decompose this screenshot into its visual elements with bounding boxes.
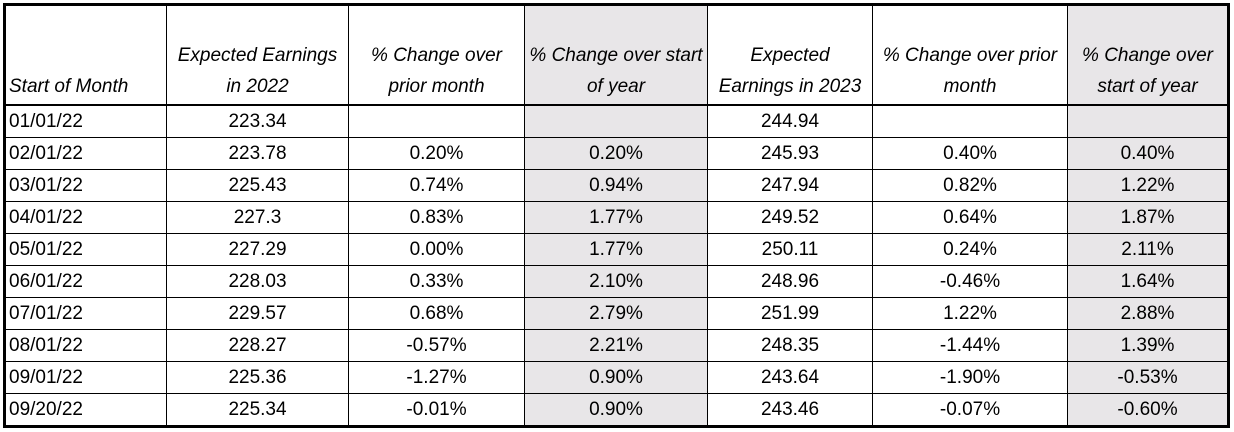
cell-expected-earnings-2023[interactable]: 250.11 <box>707 233 873 266</box>
cell-expected-earnings-2023[interactable]: 244.94 <box>707 104 873 138</box>
cell-pct-change-prior-month-2022[interactable]: -1.27% <box>348 361 525 394</box>
cell-start-of-month[interactable]: 01/01/22 <box>4 104 167 138</box>
cell-pct-change-start-of-year-2022[interactable]: 2.10% <box>524 265 708 298</box>
table-row: 06/01/22 228.03 0.33% 2.10% 248.96 -0.46% 1.64… <box>4 265 1229 298</box>
cell-expected-earnings-2023[interactable]: 247.94 <box>707 169 873 202</box>
cell-pct-change-prior-month-2023[interactable]: 0.40% <box>872 137 1068 170</box>
cell-pct-change-start-of-year-2023[interactable]: 1.22% <box>1067 169 1229 202</box>
earnings-table: Start of Month Expected Earnings in 2022… <box>3 3 1230 428</box>
cell-pct-change-start-of-year-2023[interactable]: -0.60% <box>1067 393 1229 427</box>
cell-start-of-month[interactable]: 05/01/22 <box>4 233 167 266</box>
cell-expected-earnings-2022[interactable]: 227.29 <box>166 233 349 266</box>
cell-expected-earnings-2022[interactable]: 229.57 <box>166 297 349 330</box>
cell-expected-earnings-2023[interactable]: 251.99 <box>707 297 873 330</box>
table-row: 09/01/22 225.36 -1.27% 0.90% 243.64 -1.90% -0.… <box>4 361 1229 394</box>
header-pct-change-prior-month-2022[interactable]: % Change over prior month <box>348 4 525 106</box>
header-pct-change-start-of-year-2022[interactable]: % Change over start of year <box>524 4 708 106</box>
cell-pct-change-prior-month-2023[interactable]: 1.22% <box>872 297 1068 330</box>
cell-start-of-month[interactable]: 09/01/22 <box>4 361 167 394</box>
cell-pct-change-prior-month-2022[interactable]: 0.74% <box>348 169 525 202</box>
cell-pct-change-start-of-year-2022[interactable]: 0.90% <box>524 361 708 394</box>
cell-pct-change-prior-month-2022[interactable]: 0.33% <box>348 265 525 298</box>
cell-expected-earnings-2022[interactable]: 223.34 <box>166 104 349 138</box>
cell-pct-change-prior-month-2022[interactable]: 0.00% <box>348 233 525 266</box>
cell-pct-change-start-of-year-2022[interactable]: 1.77% <box>524 233 708 266</box>
cell-pct-change-prior-month-2022[interactable]: -0.01% <box>348 393 525 427</box>
header-expected-earnings-2023[interactable]: Expected Earnings in 2023 <box>707 4 873 106</box>
table-row: 01/01/22 223.34 244.94 <box>4 104 1229 138</box>
cell-pct-change-start-of-year-2022[interactable] <box>524 104 708 138</box>
cell-pct-change-start-of-year-2023[interactable]: 1.87% <box>1067 201 1229 234</box>
cell-expected-earnings-2022[interactable]: 225.43 <box>166 169 349 202</box>
table-row: 05/01/22 227.29 0.00% 1.77% 250.11 0.24% 2.11% <box>4 233 1229 266</box>
cell-expected-earnings-2023[interactable]: 243.64 <box>707 361 873 394</box>
cell-pct-change-prior-month-2022[interactable]: 0.20% <box>348 137 525 170</box>
table-row: 03/01/22 225.43 0.74% 0.94% 247.94 0.82% 1.22% <box>4 169 1229 202</box>
cell-expected-earnings-2022[interactable]: 228.03 <box>166 265 349 298</box>
cell-pct-change-prior-month-2022[interactable] <box>348 104 525 138</box>
cell-expected-earnings-2022[interactable]: 223.78 <box>166 137 349 170</box>
cell-pct-change-start-of-year-2022[interactable]: 0.94% <box>524 169 708 202</box>
cell-pct-change-start-of-year-2022[interactable]: 2.21% <box>524 329 708 362</box>
cell-expected-earnings-2023[interactable]: 243.46 <box>707 393 873 427</box>
cell-pct-change-start-of-year-2022[interactable]: 0.90% <box>524 393 708 427</box>
cell-start-of-month[interactable]: 03/01/22 <box>4 169 167 202</box>
cell-expected-earnings-2022[interactable]: 225.36 <box>166 361 349 394</box>
cell-pct-change-start-of-year-2022[interactable]: 2.79% <box>524 297 708 330</box>
cell-pct-change-start-of-year-2023[interactable]: 1.64% <box>1067 265 1229 298</box>
cell-pct-change-prior-month-2023[interactable]: 0.82% <box>872 169 1068 202</box>
cell-pct-change-prior-month-2023[interactable]: 0.24% <box>872 233 1068 266</box>
cell-pct-change-start-of-year-2023[interactable]: 0.40% <box>1067 137 1229 170</box>
cell-start-of-month[interactable]: 04/01/22 <box>4 201 167 234</box>
cell-expected-earnings-2022[interactable]: 225.34 <box>166 393 349 427</box>
header-expected-earnings-2022[interactable]: Expected Earnings in 2022 <box>166 4 349 106</box>
cell-pct-change-start-of-year-2022[interactable]: 0.20% <box>524 137 708 170</box>
cell-pct-change-prior-month-2023[interactable]: 0.64% <box>872 201 1068 234</box>
cell-pct-change-prior-month-2023[interactable]: -0.46% <box>872 265 1068 298</box>
cell-pct-change-prior-month-2023[interactable] <box>872 104 1068 138</box>
table-row: 08/01/22 228.27 -0.57% 2.21% 248.35 -1.44% 1.3… <box>4 329 1229 362</box>
cell-expected-earnings-2023[interactable]: 248.96 <box>707 265 873 298</box>
cell-start-of-month[interactable]: 02/01/22 <box>4 137 167 170</box>
cell-start-of-month[interactable]: 09/20/22 <box>4 393 167 427</box>
cell-pct-change-start-of-year-2023[interactable]: 2.88% <box>1067 297 1229 330</box>
cell-pct-change-prior-month-2022[interactable]: -0.57% <box>348 329 525 362</box>
cell-expected-earnings-2023[interactable]: 248.35 <box>707 329 873 362</box>
cell-pct-change-prior-month-2023[interactable]: -1.44% <box>872 329 1068 362</box>
cell-pct-change-start-of-year-2023[interactable]: -0.53% <box>1067 361 1229 394</box>
cell-pct-change-start-of-year-2023[interactable]: 2.11% <box>1067 233 1229 266</box>
table-row: 04/01/22 227.3 0.83% 1.77% 249.52 0.64% 1.87% <box>4 201 1229 234</box>
cell-start-of-month[interactable]: 08/01/22 <box>4 329 167 362</box>
cell-pct-change-prior-month-2022[interactable]: 0.83% <box>348 201 525 234</box>
cell-start-of-month[interactable]: 07/01/22 <box>4 297 167 330</box>
header-row: Start of Month Expected Earnings in 2022… <box>4 4 1229 106</box>
header-pct-change-prior-month-2023[interactable]: % Change over prior month <box>872 4 1068 106</box>
header-start-of-month[interactable]: Start of Month <box>4 4 167 106</box>
header-pct-change-start-of-year-2023[interactable]: % Change over start of year <box>1067 4 1229 106</box>
cell-pct-change-prior-month-2022[interactable]: 0.68% <box>348 297 525 330</box>
cell-pct-change-start-of-year-2022[interactable]: 1.77% <box>524 201 708 234</box>
cell-pct-change-prior-month-2023[interactable]: -1.90% <box>872 361 1068 394</box>
cell-expected-earnings-2023[interactable]: 249.52 <box>707 201 873 234</box>
cell-start-of-month[interactable]: 06/01/22 <box>4 265 167 298</box>
cell-pct-change-start-of-year-2023[interactable] <box>1067 104 1229 138</box>
cell-pct-change-prior-month-2023[interactable]: -0.07% <box>872 393 1068 427</box>
table-row: 02/01/22 223.78 0.20% 0.20% 245.93 0.40% 0.40% <box>4 137 1229 170</box>
cell-expected-earnings-2022[interactable]: 228.27 <box>166 329 349 362</box>
cell-pct-change-start-of-year-2023[interactable]: 1.39% <box>1067 329 1229 362</box>
table-row: 09/20/22 225.34 -0.01% 0.90% 243.46 -0.07% -0.… <box>4 393 1229 427</box>
table-row: 07/01/22 229.57 0.68% 2.79% 251.99 1.22% 2.88% <box>4 297 1229 330</box>
cell-expected-earnings-2022[interactable]: 227.3 <box>166 201 349 234</box>
cell-expected-earnings-2023[interactable]: 245.93 <box>707 137 873 170</box>
